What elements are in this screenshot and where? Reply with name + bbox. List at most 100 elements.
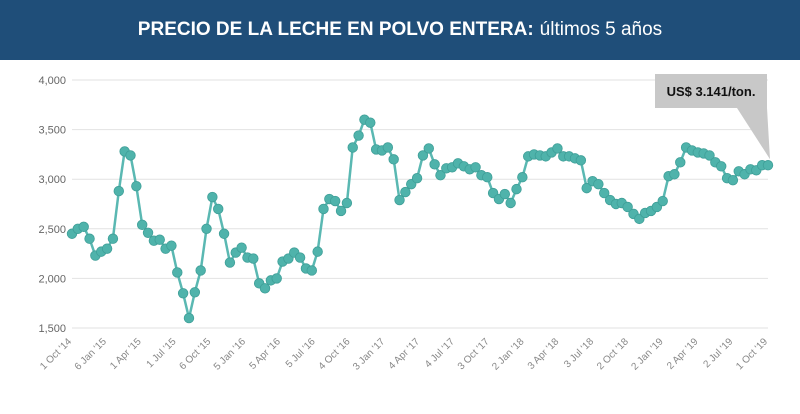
data-point [552,143,563,154]
data-point [318,203,329,215]
data-point [511,183,522,195]
data-point [394,194,405,206]
y-axis: 1,500 2,000 2,500 3,000 3,500 4,000 [38,75,66,335]
x-tick-label: 1 Oct '19 [734,336,770,372]
data-point [482,172,493,183]
data-point [499,188,511,200]
y-tick-label: 4,000 [38,75,66,87]
price-series-markers [66,114,774,324]
data-point [189,287,201,298]
y-tick-label: 2,000 [38,273,66,285]
x-tick-label: 5 Apr '16 [247,336,283,372]
data-point [195,265,206,276]
x-tick-label: 3 Apr '18 [526,336,562,372]
chart-title-bar: PRECIO DE LA LECHE EN POLVO ENTERA: últi… [0,0,800,60]
data-point [365,117,376,128]
x-tick-label: 3 Oct '17 [456,336,492,372]
y-tick-label: 2,500 [38,224,66,236]
x-tick-label: 5 Jan '16 [212,336,249,373]
data-point [599,187,610,199]
data-point [207,191,218,203]
data-point [593,178,604,190]
x-tick-label: 3 Jul '18 [562,336,596,370]
data-point [622,201,633,213]
data-point [107,233,119,244]
data-point [716,161,727,172]
callout-bubble [655,74,770,160]
data-point [762,160,774,171]
data-point [347,142,358,153]
data-point [201,223,212,235]
data-point [575,155,587,166]
data-point [400,186,411,198]
data-point [581,182,592,194]
data-point [218,228,230,239]
chart-title-main: PRECIO DE LA LECHE EN POLVO ENTERA: [137,19,534,40]
data-point [382,142,394,153]
data-point [675,157,686,168]
data-point [125,150,136,161]
x-tick-label: 1 Oct '14 [38,336,74,372]
data-point [505,197,516,209]
data-point [306,265,317,276]
data-point [224,257,236,268]
x-tick-label: 6 Oct '15 [177,336,213,372]
x-tick-label: 2 Jan '19 [629,336,666,373]
chart-title-period: últimos 5 años [539,19,663,40]
data-point [177,288,189,299]
x-tick-label: 4 Oct '16 [317,336,353,372]
data-point [423,143,434,154]
line-chart: 1,500 2,000 2,500 3,000 3,500 4,000 1 Oct '14… [38,74,774,373]
data-point [136,219,148,231]
x-tick-label: 2 Oct '18 [595,336,631,372]
x-tick-label: 6 Jan '15 [73,336,110,373]
data-point [131,180,142,192]
x-tick-label: 3 Jan '17 [351,336,388,373]
data-point [329,195,341,207]
last-value-callout: US$ 3.141/ton. [655,74,770,160]
x-tick-label: 4 Jul '17 [423,336,457,370]
x-tick-label: 2 Apr '19 [665,336,701,372]
data-point [417,150,429,161]
x-tick-label: 1 Jul '15 [145,336,179,370]
data-point [335,205,347,217]
data-point [517,172,528,183]
x-tick-label: 4 Apr '17 [387,336,423,372]
chart-gridlines [72,79,768,329]
data-point [727,174,739,186]
data-point [271,273,282,284]
callout-label: US$ 3.141/ton. [667,84,756,99]
data-point [213,203,224,215]
data-point [429,159,440,170]
data-point [248,253,259,264]
data-point [470,162,481,173]
data-point [78,221,89,233]
data-point [435,170,446,181]
x-tick-label: 1 Apr '15 [108,336,144,372]
data-point [704,150,715,161]
x-axis: 1 Oct '146 Jan '15 1 Apr '15 1 Jul '156 Oc… [38,336,770,373]
data-point [166,240,177,251]
price-series-line [71,117,768,319]
x-tick-label: 2 Jan '18 [490,336,527,373]
data-point [183,312,195,324]
data-point [84,233,95,244]
y-tick-label: 3,500 [38,125,66,137]
data-point [101,243,113,254]
data-point [341,197,353,209]
data-point [657,195,668,207]
data-point [172,267,183,278]
data-point [294,252,306,263]
data-point [411,173,423,184]
x-tick-label: 2 Jul '19 [701,336,735,370]
data-point [353,130,364,141]
data-point [113,185,124,197]
data-point [669,169,680,180]
data-point [388,154,399,165]
y-tick-label: 3,000 [38,174,66,186]
y-tick-label: 1,500 [38,323,66,335]
data-point [154,234,165,245]
data-point [142,227,154,238]
x-tick-label: 5 Jul '16 [284,336,318,370]
data-point [236,242,247,253]
